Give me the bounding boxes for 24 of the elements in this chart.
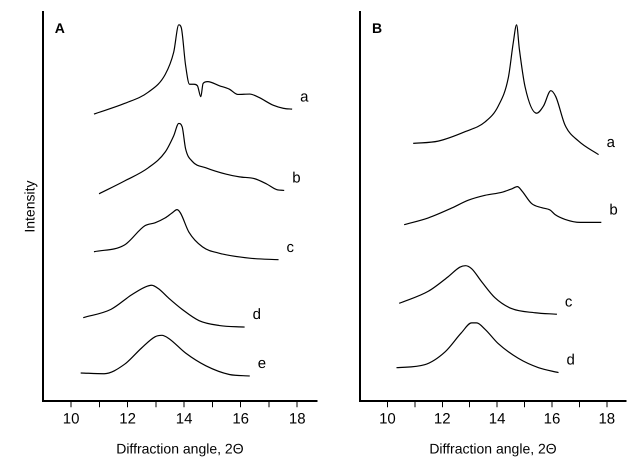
series-label: d [252, 306, 261, 324]
x-tick-label: 14 [488, 410, 506, 428]
x-tick-label: 12 [119, 410, 136, 428]
series-label: a [300, 88, 310, 106]
series-label: b [609, 202, 618, 219]
x-tick-label: 18 [598, 410, 616, 428]
x-tick-label: 14 [176, 410, 192, 428]
series-label: e [258, 355, 266, 372]
series-label: c [286, 238, 295, 256]
series-label: b [292, 170, 301, 187]
y-axis-title: Intensity [21, 180, 38, 233]
series-label: a [606, 134, 616, 151]
x-tick-label: 18 [288, 410, 306, 428]
x-tick-label: 10 [379, 410, 396, 428]
x-axis-title: Diffraction angle, 2Θ [116, 440, 244, 456]
series-label: d [566, 352, 575, 369]
x-axis-title: Diffraction angle, 2Θ [429, 440, 557, 456]
chart-title: B [372, 20, 382, 36]
x-tick-label: 12 [434, 410, 451, 428]
x-tick-label: 16 [232, 410, 250, 428]
chart-title: A [54, 20, 65, 36]
x-tick-label: 10 [62, 410, 80, 428]
x-tick-label: 16 [544, 410, 560, 428]
series-label: c [564, 293, 573, 310]
